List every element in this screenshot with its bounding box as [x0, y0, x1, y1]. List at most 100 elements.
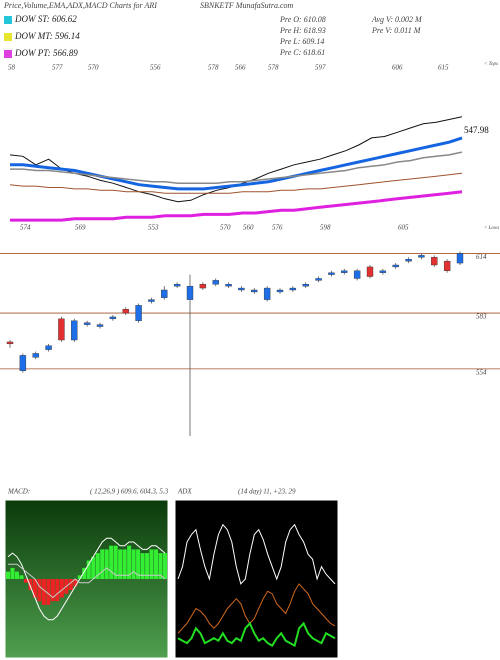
candle-body	[225, 284, 232, 287]
candle-body	[392, 264, 399, 268]
candle-body	[71, 320, 78, 341]
top-label: 615	[438, 64, 449, 72]
macd-bar	[14, 571, 19, 579]
macd-bar	[59, 579, 64, 598]
candle-body	[186, 285, 194, 300]
candle-body	[315, 278, 322, 281]
low-label: 598	[320, 224, 331, 232]
candle-body	[456, 253, 464, 264]
candle-body	[353, 270, 361, 279]
prev-label: Pre O: 610.08	[279, 15, 326, 24]
candle-body	[366, 266, 374, 277]
macd-bar	[23, 579, 28, 583]
top-label: 578	[268, 64, 279, 72]
macd-bar	[154, 549, 159, 579]
legend-swatch	[4, 16, 12, 24]
macd-label: MACD:	[7, 488, 30, 496]
macd-bar	[86, 560, 91, 579]
macd-bar	[10, 567, 15, 579]
top-label: 570	[88, 64, 99, 72]
candle-body	[251, 289, 258, 293]
low-label: 569	[75, 224, 86, 232]
candle-body	[19, 355, 27, 371]
macd-bar	[68, 579, 73, 591]
line-ema-short	[10, 136, 463, 191]
lows-caption: < Lows	[484, 226, 499, 231]
macd-params: ( 12,26,9 ) 609.6, 604.3, 5.3	[90, 488, 169, 496]
candle-body	[276, 289, 284, 293]
macd-bar	[145, 553, 150, 579]
prev-label: Pre C: 618.61	[279, 48, 325, 57]
macd-bar	[149, 549, 154, 579]
line-ema-longest	[10, 190, 463, 222]
candle-body	[238, 287, 245, 291]
candle-body	[328, 272, 335, 275]
last-value-label: 547.98	[464, 125, 489, 135]
macd-bar	[109, 545, 114, 579]
top-label: 606	[392, 64, 403, 72]
candle-body	[302, 284, 309, 287]
prev-label: Pre H: 618.93	[279, 26, 326, 35]
macd-bar	[104, 549, 109, 579]
candle-body	[173, 284, 181, 287]
macd-bar	[100, 549, 105, 579]
candle-body	[431, 257, 438, 266]
site-name: SBNKETF MunafaSutra.com	[200, 1, 294, 10]
candle-body	[122, 309, 129, 314]
candle-body	[32, 353, 39, 358]
macd-bar	[46, 579, 51, 605]
low-label: 576	[272, 224, 283, 232]
top-label: 597	[315, 64, 326, 72]
dow-label: DOW ST: 606.62	[14, 14, 77, 24]
candle-body	[405, 259, 412, 262]
level-label: 583	[476, 313, 487, 321]
candle-body	[341, 270, 348, 273]
macd-bar	[163, 553, 167, 579]
macd-bar	[73, 579, 78, 587]
adx-line	[177, 523, 336, 585]
macd-bar	[19, 575, 24, 579]
adx-line	[177, 621, 336, 648]
macd-bar	[28, 579, 33, 591]
candle-body	[58, 318, 65, 341]
prev-label: Pre L: 609.14	[279, 37, 324, 46]
volume-label: Avg V: 0.002 M	[371, 15, 423, 24]
top-label: 566	[235, 64, 246, 72]
candle-body	[212, 280, 219, 285]
adx-params: (14 day) 11, +23, 29	[238, 488, 296, 496]
macd-bar	[77, 575, 82, 579]
volume-label: Pre V: 0.011 M	[371, 26, 422, 35]
candle-body	[263, 287, 271, 300]
candle-body	[289, 287, 297, 291]
candle-body	[379, 270, 387, 273]
low-label: 560	[243, 224, 254, 232]
macd-bar	[6, 571, 10, 579]
candle-body	[6, 341, 14, 345]
level-label: 554	[476, 368, 487, 376]
candle-body	[109, 316, 117, 320]
candle-body	[161, 289, 168, 298]
line-ema-long	[9, 172, 463, 194]
macd-bar	[55, 579, 60, 602]
macd-line	[8, 563, 166, 599]
macd-bar	[41, 579, 46, 605]
tops-caption: < Tops	[484, 62, 498, 67]
dow-label: DOW PT: 566.89	[14, 48, 78, 58]
macd-bar	[158, 553, 163, 579]
macd-bar	[113, 545, 118, 579]
macd-bar	[122, 549, 127, 579]
top-label: 578	[208, 64, 219, 72]
legend-swatch	[4, 33, 12, 41]
macd-bar	[91, 556, 96, 579]
low-label: 605	[398, 224, 409, 232]
candle-body	[83, 322, 91, 325]
candle-body	[148, 299, 155, 302]
low-label: 570	[220, 224, 231, 232]
macd-bar	[82, 567, 87, 579]
candle-body	[96, 324, 104, 327]
top-label: 577	[52, 64, 63, 72]
line-ema-mid	[10, 151, 463, 185]
top-label: 556	[150, 64, 161, 72]
adx-panel	[174, 499, 339, 659]
